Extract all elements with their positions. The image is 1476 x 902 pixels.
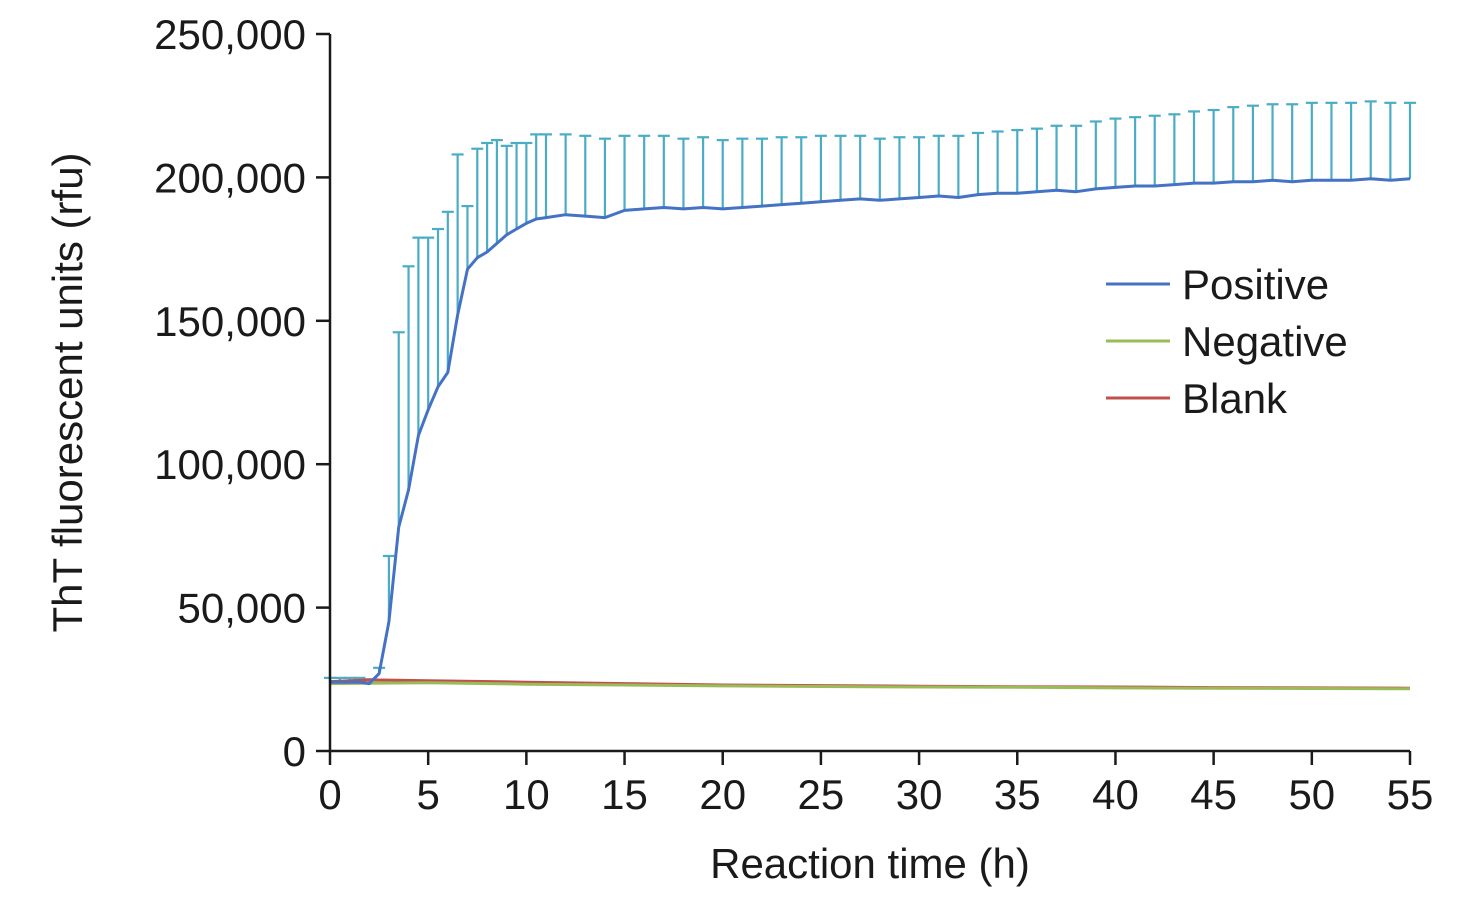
x-axis-title: Reaction time (h) — [710, 840, 1030, 887]
x-tick-label: 0 — [318, 771, 341, 818]
y-axis-title: ThT fluorescent units (rfu) — [44, 152, 91, 632]
series-line-positive — [330, 177, 1411, 686]
x-tick-label: 20 — [699, 771, 746, 818]
error-bars — [324, 100, 1416, 684]
y-tick-label: 150,000 — [154, 298, 306, 345]
y-tick-label: 100,000 — [154, 441, 306, 488]
x-tick-label: 55 — [1387, 771, 1434, 818]
legend-label-blank: Blank — [1182, 375, 1288, 422]
x-tick-label: 10 — [503, 771, 550, 818]
x-tick-label: 50 — [1288, 771, 1335, 818]
y-tick-label: 200,000 — [154, 154, 306, 201]
x-tick-label: 35 — [994, 771, 1041, 818]
x-tick-label: 30 — [896, 771, 943, 818]
x-tick-label: 5 — [417, 771, 440, 818]
series-lines — [329, 177, 1411, 691]
y-tick-label: 250,000 — [154, 11, 306, 58]
x-tick-label: 25 — [798, 771, 845, 818]
legend: Positive Negative Blank — [1106, 261, 1348, 422]
series-line-negative — [329, 681, 1411, 691]
x-tick-label: 40 — [1092, 771, 1139, 818]
y-tick-label: 50,000 — [178, 585, 306, 632]
x-ticks: 0 5 10 15 20 25 30 35 40 45 50 55 — [318, 751, 1433, 818]
y-tick-label: 0 — [283, 728, 306, 775]
y-ticks: 0 50,000 100,000 150,000 200,000 250,000 — [154, 11, 330, 775]
legend-label-negative: Negative — [1182, 318, 1348, 365]
legend-label-positive: Positive — [1182, 261, 1329, 308]
x-tick-label: 45 — [1190, 771, 1237, 818]
x-tick-label: 15 — [601, 771, 648, 818]
